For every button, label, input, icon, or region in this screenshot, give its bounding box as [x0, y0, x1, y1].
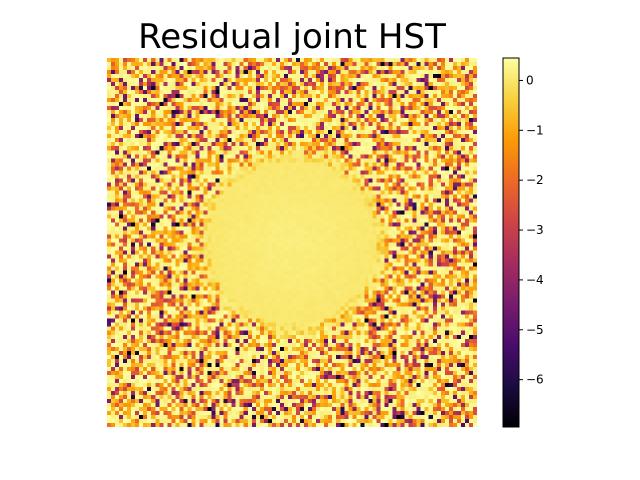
residual-heatmap	[107, 58, 477, 427]
colorbar-tick-label: −3	[526, 223, 544, 237]
colorbar-tick-label: −5	[526, 323, 544, 337]
colorbar-tick-label: −6	[526, 373, 544, 387]
colorbar-tick-label: −1	[526, 123, 544, 137]
plot-title: Residual joint HST	[138, 17, 446, 57]
colorbar-ticks: 0 −1 −2 −3 −4 −5 −6	[519, 73, 544, 387]
colorbar-gradient	[502, 57, 520, 428]
colorbar-tick-label: 0	[526, 73, 534, 87]
colorbar-tick-label: −4	[526, 273, 544, 287]
colorbar-tick-label: −2	[526, 173, 544, 187]
colorbar: 0 −1 −2 −3 −4 −5 −6	[502, 57, 544, 428]
